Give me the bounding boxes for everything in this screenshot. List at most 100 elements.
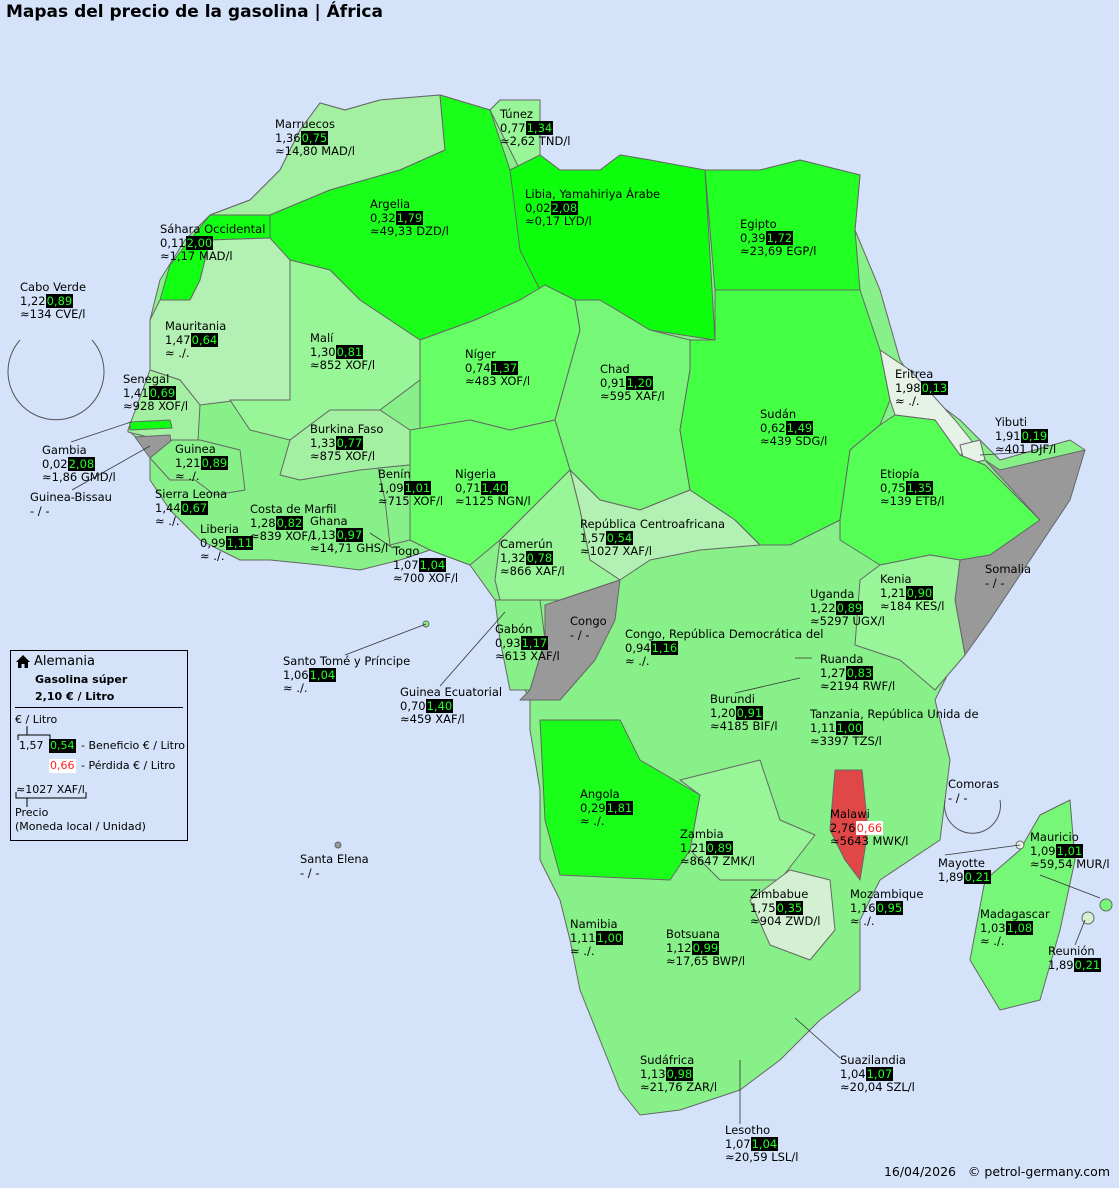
country-name: Marruecos [275, 117, 335, 131]
price-line: 1,890,21 [1048, 957, 1102, 973]
price-eur: 0,62 [760, 420, 786, 435]
benefit-badge: 0,81 [335, 344, 364, 359]
country-gambia [129, 419, 173, 431]
price-line: 1,220,89 [810, 600, 885, 616]
local-price: ≈14,71 GHS/l [310, 541, 389, 555]
price-eur: 2,76 [830, 820, 856, 835]
price-eur: 0,93 [495, 635, 521, 650]
legend-local-label: Precio [15, 806, 49, 819]
price-line: 1,890,21 [938, 869, 992, 885]
local-price: ≈20,59 LSL/l [725, 1150, 799, 1164]
country-label-mayotte: Mayotte 1,890,21 [938, 856, 992, 885]
benefit-badge: 1,08 [1005, 920, 1034, 935]
country-label-burundi: Burundi 1,200,91 ≈4185 BIF/l [710, 692, 778, 734]
benefit-badge: 1,40 [425, 698, 454, 713]
price-eur: 1,27 [820, 665, 846, 680]
price-eur: 1,44 [155, 500, 181, 515]
local-price: ≈49,33 DZD/l [370, 224, 449, 238]
price-line: 1,570,54 [580, 530, 725, 546]
country-label-guinea-ecuatorial: Guinea Ecuatorial 0,701,40 ≈459 XAF/l [400, 685, 502, 727]
local-price: ≈852 XOF/l [310, 358, 376, 372]
local-price: ≈59,54 MUR/l [1030, 857, 1110, 871]
local-price: ≈4185 BIF/l [710, 719, 778, 733]
local-price: ≈875 XOF/l [310, 449, 376, 463]
local-price: ≈459 XAF/l [400, 712, 465, 726]
legend-brackets [15, 726, 87, 807]
country-name: Sáhara Occidental [160, 222, 266, 236]
country-name: Etiopía [880, 467, 920, 481]
country-label-mauricio: Mauricio 1,091,01 ≈59,54 MUR/l [1030, 830, 1110, 872]
country-name: Congo [570, 614, 607, 628]
country-name: Somalia [985, 562, 1032, 576]
price-eur: 1,03 [980, 920, 1006, 935]
price-eur: 0,29 [580, 800, 606, 815]
price-line: 0,291,81 [580, 800, 634, 816]
country-label-sudan: Sudán 0,621,49 ≈439 SDG/l [760, 407, 827, 449]
legend-example-benefit: 0,54 [49, 739, 76, 753]
country-name: Ghana [310, 514, 348, 528]
price-line: 0,911,20 [600, 375, 665, 391]
no-data: - / - [948, 790, 968, 805]
no-data: - / - [30, 503, 50, 518]
country-label-tunez: Túnez 0,771,34 ≈2,62 TND/l [500, 107, 570, 149]
price-line: 1,091,01 [1030, 843, 1110, 859]
benefit-badge: 0,97 [335, 527, 364, 542]
country-label-niger: Níger 0,741,37 ≈483 XOF/l [465, 347, 530, 389]
price-eur: 1,28 [250, 515, 276, 530]
country-label-kenia: Kenia 1,210,90 ≈184 KES/l [880, 572, 944, 614]
benefit-badge: 1,40 [480, 480, 509, 495]
country-label-congo-republica-democratica-del: Congo, República Democrática del 0,941,16… [625, 627, 823, 669]
country-name: Santo Tomé y Príncipe [283, 654, 411, 668]
country-name: Eritrea [895, 367, 934, 381]
local-price: ≈595 XAF/l [600, 389, 665, 403]
price-eur: 0,11 [160, 235, 186, 250]
copyright-link[interactable]: © petrol-germany.com [967, 1164, 1110, 1179]
price-eur: 1,33 [310, 435, 336, 450]
local-price: ≈ ./. [980, 934, 1005, 948]
price-line: 1,120,99 [666, 940, 745, 956]
country-name: Lesotho [725, 1123, 771, 1137]
benefit-badge: 0,21 [1073, 957, 1102, 972]
price-line: 0,931,17 [495, 635, 560, 651]
country-name: Gabón [495, 622, 533, 636]
price-eur: 0,91 [600, 375, 626, 390]
price-line: 0,022,08 [42, 456, 116, 472]
local-price: ≈1,17 MAD/l [160, 249, 233, 263]
price-eur: 0,75 [880, 480, 906, 495]
benefit-badge: 1,01 [1055, 843, 1084, 858]
country-label-angola: Angola 0,291,81 ≈ ./. [580, 787, 634, 829]
local-price: ≈1027 XAF/l [580, 544, 652, 558]
local-price: ≈17,65 BWP/l [666, 954, 746, 968]
country-label-gabon: Gabón 0,931,17 ≈613 XAF/l [495, 622, 560, 664]
local-price: ≈5297 UGX/l [810, 614, 885, 628]
country-name: Benín [378, 467, 411, 481]
country-name: Malawi [830, 807, 870, 821]
local-price: ≈401 DJF/l [995, 442, 1057, 456]
local-price: ≈21,76 ZAR/l [640, 1080, 718, 1094]
country-name: Mauricio [1030, 830, 1079, 844]
price-eur: 1,11 [570, 930, 596, 945]
price-line: 0,621,49 [760, 420, 827, 436]
country-label-argelia: Argelia 0,321,79 ≈49,33 DZD/l [370, 197, 449, 239]
price-line: 0,751,35 [880, 480, 945, 496]
price-line: 1,270,83 [820, 665, 895, 681]
benefit-badge: 1,34 [525, 120, 554, 135]
house-icon [16, 655, 30, 668]
benefit-badge: 0,91 [735, 705, 764, 720]
country-label-liberia: Liberia 0,991,11 ≈ ./. [200, 522, 254, 564]
price-line: 1,111,00 [570, 930, 624, 946]
price-line: 1,220,89 [20, 293, 86, 309]
price-line: 1,440,67 [155, 500, 227, 516]
benefit-badge: 1,17 [520, 635, 549, 650]
country-name: Nigeria [455, 467, 497, 481]
price-eur: 0,74 [465, 360, 491, 375]
local-price: ≈2194 RWF/l [820, 679, 896, 693]
benefit-badge: 1,72 [765, 230, 794, 245]
benefit-badge: 2,08 [67, 456, 96, 471]
country-label-etiopia: Etiopía 0,751,35 ≈139 ETB/l [880, 467, 945, 509]
price-eur: 0,99 [200, 535, 226, 550]
country-label-republica-centroafricana: República Centroafricana 1,570,54 ≈1027 XA… [580, 517, 725, 559]
legend-example-local: ≈1027 XAF/l [16, 783, 85, 796]
price-line: 1,091,01 [378, 480, 443, 496]
price-eur: 1,57 [580, 530, 606, 545]
